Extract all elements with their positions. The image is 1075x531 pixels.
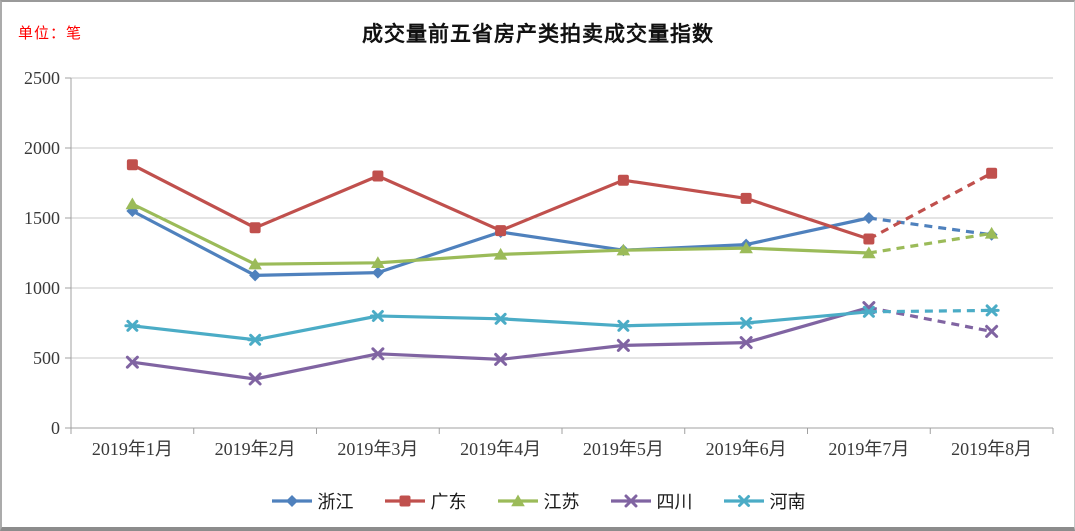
legend-item-四川: 四川 (610, 488, 693, 514)
x-tick-label: 2019年8月 (951, 439, 1032, 459)
y-tick-label: 1000 (24, 278, 60, 298)
marker-square (863, 233, 875, 245)
legend-label: 浙江 (317, 492, 354, 512)
marker-diamond (285, 495, 298, 507)
x-tick-label: 2019年6月 (706, 439, 787, 459)
marker-x (371, 347, 385, 361)
legend-label: 江苏 (543, 492, 580, 512)
marker-triangle (371, 256, 385, 268)
y-tick-label: 500 (33, 348, 60, 368)
x-tick-label: 2019年5月 (583, 439, 664, 459)
legend-item-浙江: 浙江 (271, 488, 354, 514)
x-tick-label: 2019年4月 (460, 439, 541, 459)
legend-item-河南: 河南 (723, 488, 806, 514)
y-tick-label: 0 (51, 418, 60, 438)
series-line-forecast-河南 (868, 308, 992, 314)
marker-x (624, 494, 637, 508)
marker-square (126, 159, 138, 171)
legend-marker-icon (271, 495, 312, 507)
legend-marker-icon (723, 495, 764, 507)
legend-label: 广东 (430, 492, 467, 512)
legend-marker-icon (384, 495, 425, 507)
legend-item-江苏: 江苏 (497, 488, 580, 514)
marker-square (249, 222, 261, 234)
series-line-forecast-广东 (868, 171, 993, 241)
marker-square (495, 225, 507, 237)
marker-triangle (862, 246, 876, 259)
marker-x (248, 372, 262, 386)
plot-area: 0 500 1000 1500 2000 2500 2019年1月 2019年2月 2019年3… (24, 68, 1054, 459)
x-tick-label: 2019年3月 (337, 439, 418, 459)
marker-triangle (493, 247, 508, 260)
marker-triangle (125, 197, 140, 210)
unit-label: 单位：笔 (18, 26, 83, 42)
legend: 浙江 广东 江苏 四川 河南 (2, 488, 1074, 514)
marker-diamond (249, 269, 262, 282)
marker-diamond (862, 212, 875, 224)
marker-triangle (510, 494, 525, 507)
x-tick-label: 2019年1月 (92, 439, 173, 459)
legend-label: 四川 (656, 492, 693, 512)
x-tick-label: 2019年2月 (215, 439, 296, 459)
marker-triangle (984, 226, 999, 239)
marker-x (494, 352, 508, 366)
y-tick-label: 2500 (24, 68, 60, 88)
legend-label: 河南 (769, 492, 806, 512)
legend-marker-icon (497, 494, 538, 507)
marker-x (985, 324, 999, 338)
marker-triangle (616, 243, 631, 256)
y-tick-label: 2000 (24, 138, 60, 158)
marker-square (986, 167, 998, 179)
x-tick-label: 2019年7月 (828, 439, 909, 459)
marker-x (739, 336, 753, 350)
series-line-forecast-浙江 (868, 216, 992, 237)
marker-square (399, 495, 410, 507)
series-line-forecast-江苏 (868, 231, 992, 255)
marker-triangle (248, 257, 262, 270)
legend-item-广东: 广东 (384, 488, 467, 514)
y-tick-label: 1500 (24, 208, 60, 228)
marker-diamond (371, 266, 384, 279)
series-line-河南 (132, 310, 870, 342)
marker-square (740, 192, 752, 204)
legend-marker-icon (610, 494, 651, 508)
marker-x (616, 338, 630, 352)
chart-title: 成交量前五省房产类拍卖成交量指数 (362, 22, 714, 46)
marker-square (372, 170, 384, 182)
marker-triangle (739, 241, 753, 254)
marker-square (617, 174, 629, 186)
marker-x (125, 355, 139, 369)
